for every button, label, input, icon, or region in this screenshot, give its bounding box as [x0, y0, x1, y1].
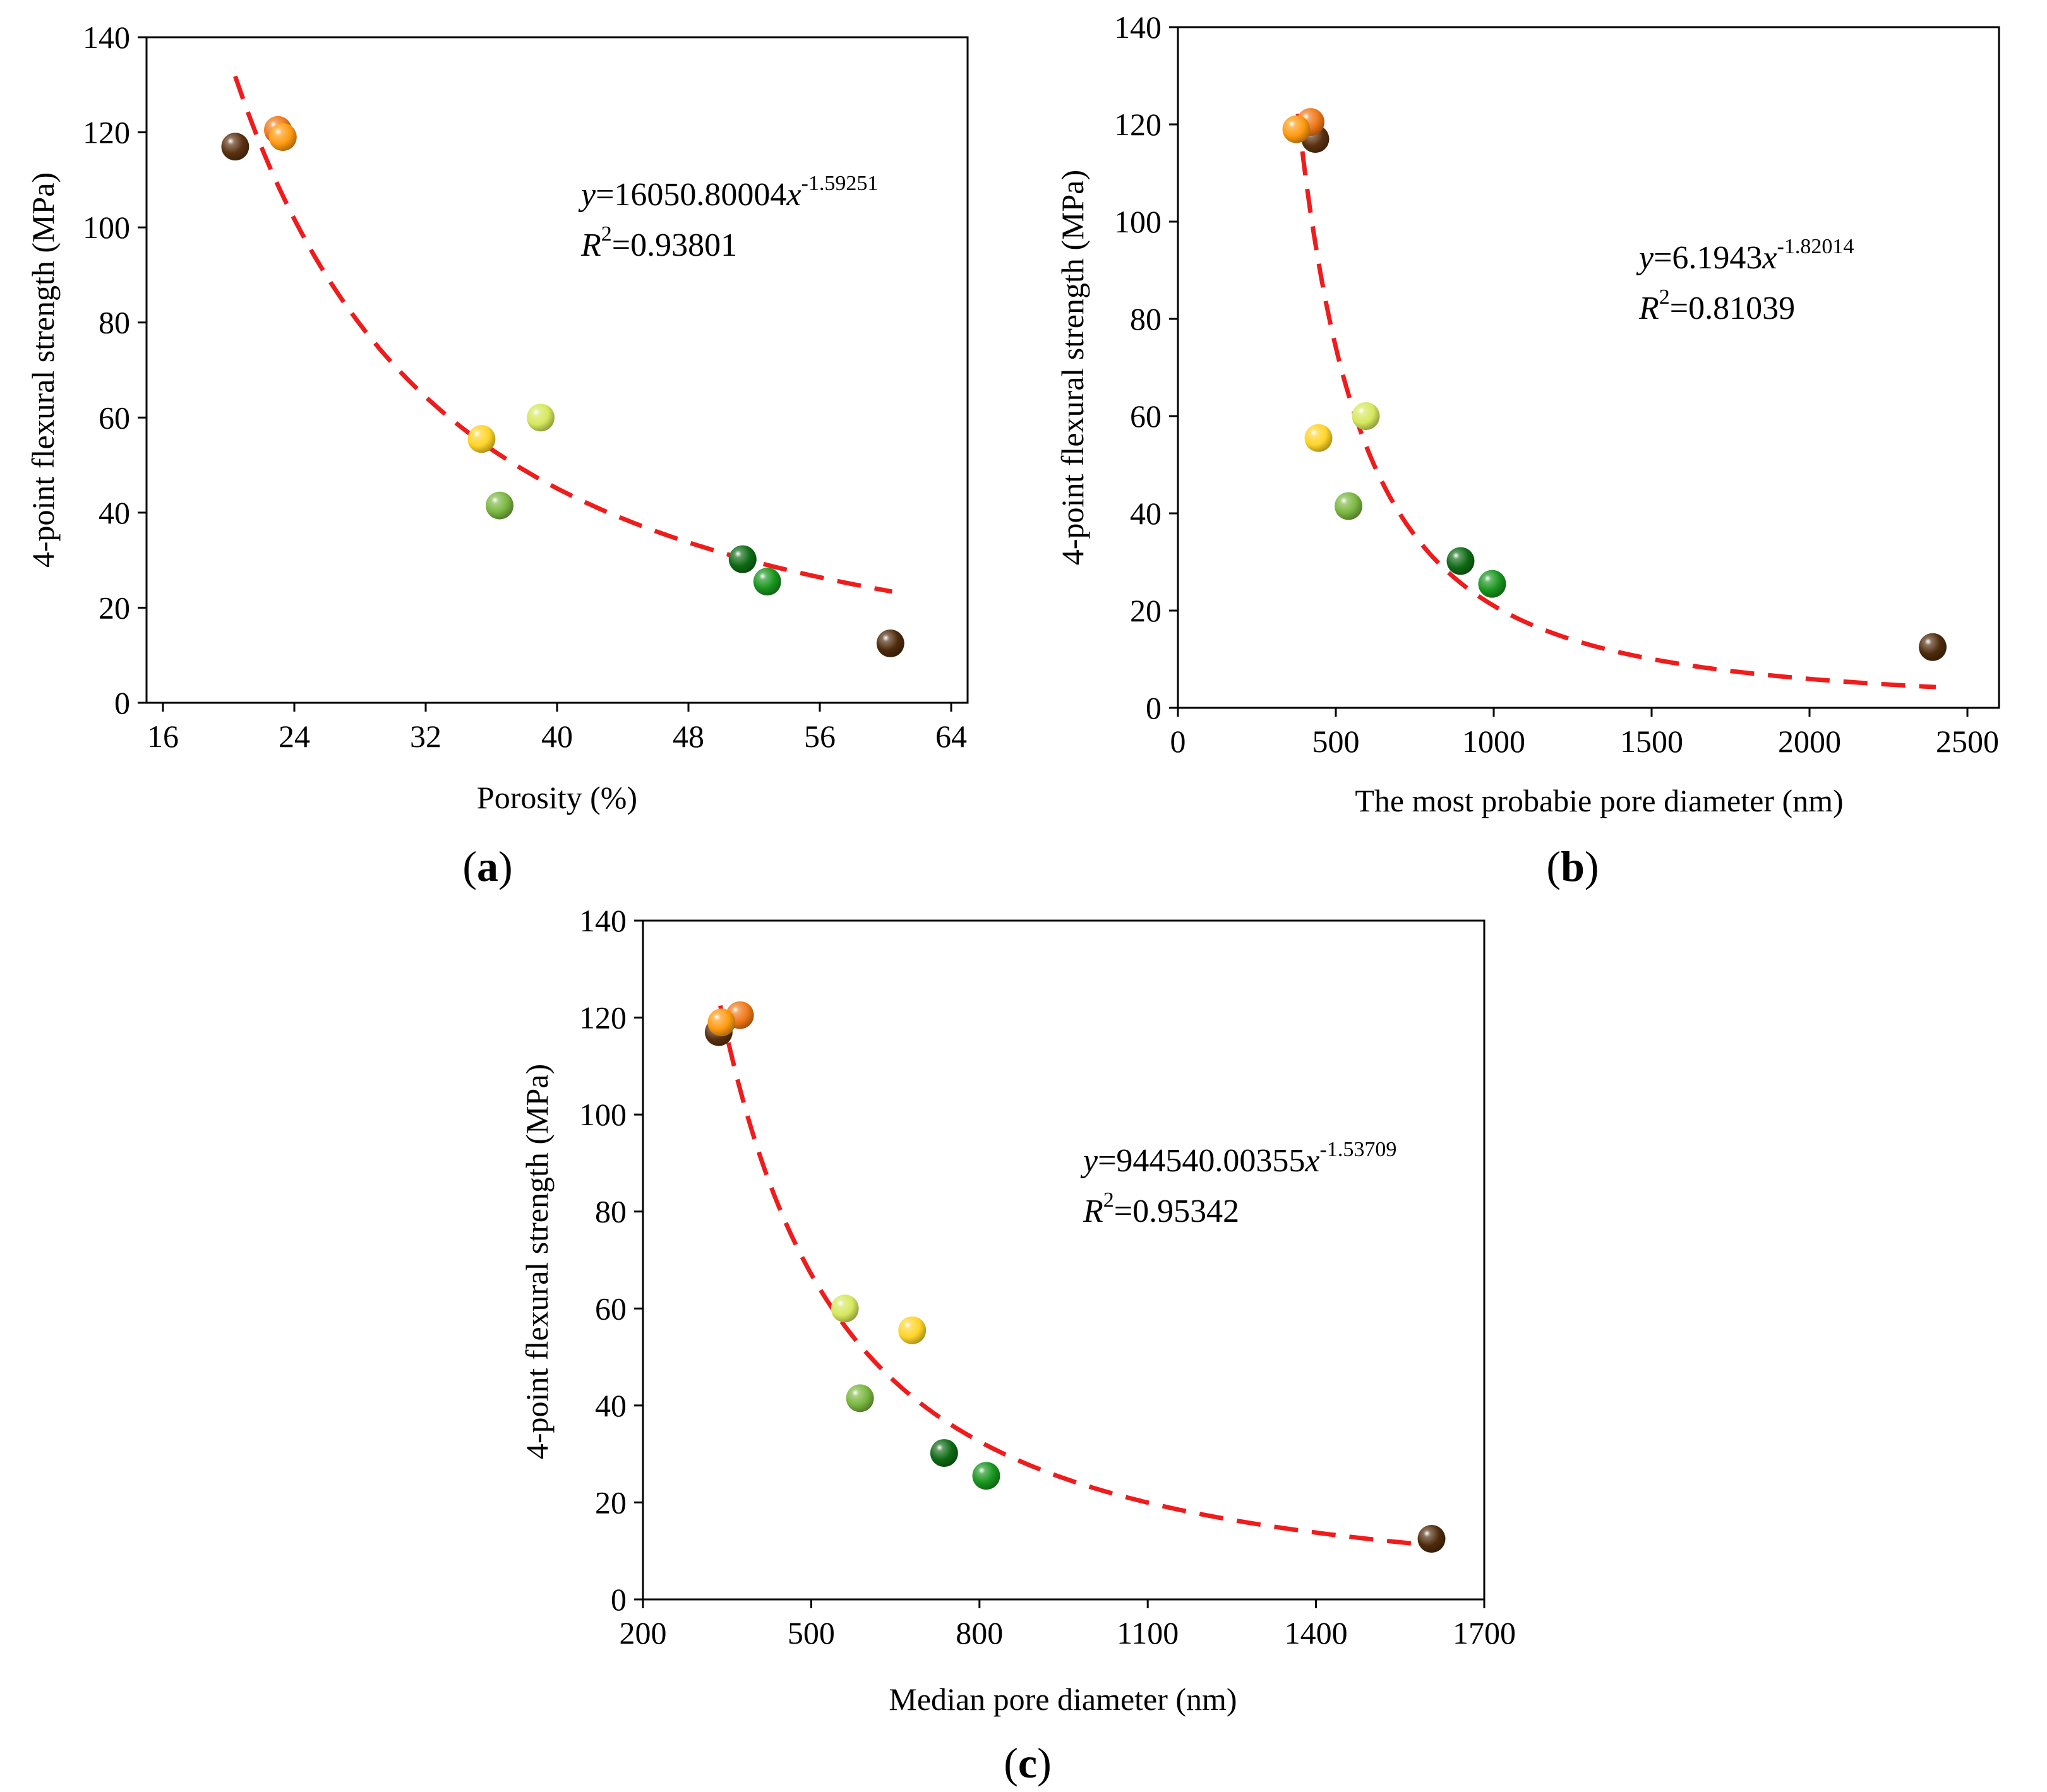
data-point — [527, 403, 555, 432]
chart-panel-c: 200 500 800 1100 1400 1700 0 20 40 60 80 100 120 140 M… — [519, 903, 1516, 1787]
plot-frame — [642, 919, 1486, 1601]
data-point — [753, 568, 781, 596]
data-point — [707, 1008, 736, 1037]
data-point — [1352, 402, 1380, 430]
data-point — [1446, 547, 1475, 575]
x-axis-title: Median pore diameter (nm) — [889, 1681, 1237, 1717]
fit-curve — [1295, 113, 1936, 690]
y-tick-label: 140 — [1114, 9, 1162, 45]
y-tick-label: 120 — [1114, 107, 1162, 142]
y-tick-label: 60 — [1130, 398, 1162, 434]
data-point — [1282, 115, 1311, 143]
data-point — [1335, 492, 1362, 520]
x-tick-label: 2500 — [1936, 724, 1999, 759]
data-point — [1478, 570, 1506, 598]
y-tick-label: 100 — [579, 1097, 627, 1132]
data-point — [898, 1316, 927, 1344]
data-point — [876, 629, 904, 657]
x-tick-label: 2000 — [1778, 724, 1841, 759]
data-point — [1417, 1525, 1446, 1553]
y-axis-title: 4-point flexural strength (MPa) — [25, 172, 61, 568]
x-tick-label: 0 — [1170, 724, 1186, 759]
fit-curve — [233, 75, 892, 594]
x-tick-label: 500 — [1312, 724, 1360, 759]
y-tick-label: 100 — [83, 210, 130, 245]
y-tick-label: 40 — [99, 495, 130, 530]
x-tick-label: 1500 — [1620, 724, 1683, 759]
r-squared: R2=0.93801 — [580, 222, 737, 263]
data-point — [972, 1462, 1000, 1490]
y-tick-label: 20 — [595, 1484, 627, 1520]
data-point — [1919, 633, 1947, 661]
data-point — [728, 545, 757, 573]
x-tick-label: 1000 — [1462, 724, 1525, 759]
r-squared: R2=0.95342 — [1083, 1188, 1239, 1229]
fit-equation: y=16050.80004x-1.59251 — [578, 172, 878, 213]
y-tick-label: 20 — [99, 590, 130, 625]
y-tick-label: 0 — [611, 1582, 627, 1617]
y-tick-label: 140 — [83, 20, 130, 55]
data-point — [221, 133, 249, 161]
y-tick-label: 60 — [99, 400, 130, 435]
y-tick-label: 140 — [579, 903, 627, 938]
y-tick-label: 80 — [1130, 301, 1162, 337]
x-tick-label: 800 — [956, 1615, 1003, 1651]
x-tick-label: 64 — [935, 719, 967, 754]
y-tick-label: 80 — [99, 305, 130, 340]
y-tick-label: 0 — [1146, 690, 1162, 726]
fit-equation: y=944540.00355x-1.53709 — [1080, 1138, 1396, 1179]
plot-frame — [1177, 26, 2000, 709]
x-tick-label: 1400 — [1285, 1615, 1348, 1651]
x-tick-label: 200 — [620, 1615, 667, 1651]
x-tick-label: 48 — [673, 719, 704, 754]
y-axis-title: 4-point flexural strength (MPa) — [519, 1064, 555, 1459]
y-tick-label: 40 — [1130, 496, 1162, 531]
fit-equation: y=6.1943x-1.82014 — [1636, 235, 1854, 276]
x-tick-label: 500 — [788, 1615, 835, 1651]
panel-label: (b) — [1546, 842, 1599, 890]
y-tick-label: 0 — [114, 685, 130, 720]
y-tick-label: 120 — [83, 115, 130, 150]
data-point — [846, 1384, 874, 1413]
y-axis-title: 4-point flexural strength (MPa) — [1055, 170, 1090, 565]
chart-panel-a: 16 24 32 40 48 56 64 0 20 40 60 80 100 120 140 Porosity… — [25, 20, 969, 890]
x-tick-label: 40 — [541, 719, 573, 754]
data-point — [467, 425, 496, 453]
x-tick-label: 24 — [279, 719, 310, 754]
y-tick-label: 100 — [1114, 204, 1162, 239]
y-tick-label: 60 — [595, 1291, 627, 1326]
y-tick-label: 20 — [1130, 593, 1162, 628]
data-point — [1304, 424, 1333, 452]
y-tick-label: 120 — [579, 1000, 627, 1036]
fit-curve — [718, 1005, 1433, 1548]
x-axis-title: Porosity (%) — [477, 780, 637, 815]
x-tick-label: 1700 — [1453, 1615, 1516, 1651]
x-tick-label: 1100 — [1117, 1615, 1179, 1651]
y-tick-label: 40 — [595, 1388, 627, 1423]
r-squared: R2=0.81039 — [1638, 285, 1795, 326]
panel-label: (c) — [1004, 1739, 1052, 1787]
data-point — [268, 123, 297, 152]
y-tick-label: 80 — [595, 1194, 627, 1229]
x-tick-label: 32 — [410, 719, 441, 754]
panel-label: (a) — [462, 842, 512, 890]
data-point — [930, 1439, 958, 1467]
x-tick-label: 16 — [147, 719, 179, 754]
x-axis-title: The most probabie pore diameter (nm) — [1355, 783, 1843, 818]
chart-panel-b: 0 500 1000 1500 2000 2500 0 20 40 60 80 100 120 140 Th… — [1055, 9, 2000, 890]
data-point — [831, 1294, 859, 1323]
data-point — [486, 491, 513, 520]
x-tick-label: 56 — [804, 719, 836, 754]
